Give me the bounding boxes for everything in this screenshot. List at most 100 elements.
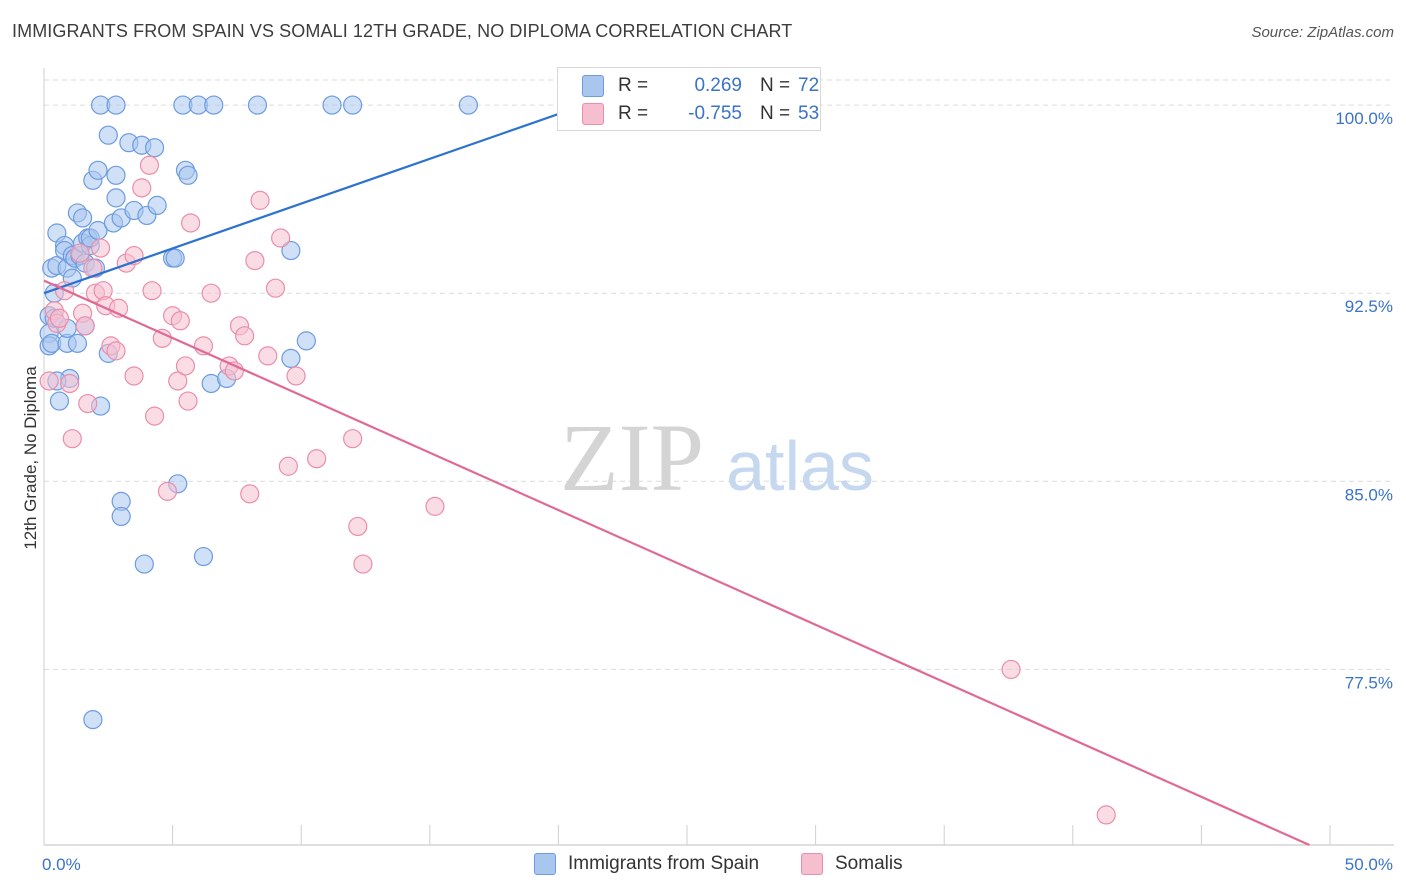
data-point-spain [67,333,88,353]
data-point-somali [70,243,90,263]
legend-n-value: 72 [798,75,820,96]
data-point-spain [193,546,214,567]
data-point-somali [307,449,327,469]
data-point-somali [245,250,265,271]
data-point-somali [157,481,178,501]
trend-lines [43,104,1310,847]
legend-n-label: N = [760,75,791,96]
data-point-spain [147,195,167,216]
watermark-atlas: atlas [726,427,874,505]
legend-row-spain: R = 0.269 N = 72 [558,72,819,100]
legend-label-somali: Somalis [835,853,903,874]
legend-r-value: 0.269 [694,75,742,96]
data-point-somali [144,406,165,426]
data-point-somali [178,391,198,411]
data-point-spain [72,208,93,228]
data-point-spain [322,95,342,115]
data-point-spain [106,188,126,208]
x-tick-label: 50.0% [1345,855,1393,874]
x-tick-label: 0.0% [42,855,81,874]
y-tick-label: 100.0% [1335,109,1393,128]
data-point-spain [204,95,224,115]
data-point-spain [106,165,126,185]
legend-swatch-somali [801,853,823,875]
data-point-spain [111,506,131,527]
legend-item-somali[interactable]: Somalis [801,853,903,875]
data-point-somali [168,371,188,391]
watermark-zip: ZIP [560,404,704,511]
data-point-spain [98,125,118,145]
data-point-somali [170,311,190,331]
trend-line-spain [43,104,585,295]
data-point-somali [348,516,368,537]
data-point-somali [142,281,162,301]
data-point-spain [178,165,198,185]
correlation-legend: R = 0.269 N = 72 R = -0.755 N = 53 [557,67,821,131]
data-point-somali [90,238,111,258]
axes [43,68,1394,846]
data-point-spain [144,138,165,158]
data-point-somali [60,373,80,394]
legend-item-spain[interactable]: Immigrants from Spain [534,853,759,875]
y-tick-label: 92.5% [1345,297,1393,316]
series-somali-points [39,155,1116,825]
data-point-spain [88,160,108,180]
data-point-somali [240,484,260,504]
data-point-somali [49,308,70,328]
legend-r-label: R = [618,75,649,96]
tick-labels: 77.5% 85.0% 92.5% 100.0% 0.0% 50.0% [42,109,1393,874]
data-point-somali [78,393,98,414]
data-point-spain [281,348,301,369]
data-point-spain [247,95,268,115]
data-point-spain [458,95,478,115]
legend-row-somali: R = -0.755 N = 53 [558,100,819,128]
trend-line-somali [43,279,1310,847]
legend-swatch-spain [582,75,604,97]
data-point-somali [343,429,363,449]
data-point-somali [1001,659,1021,680]
legend-n-label: N = [760,103,791,124]
data-point-somali [286,366,306,386]
data-point-somali [75,316,95,336]
data-point-somali [152,328,172,348]
series-legend: Immigrants from Spain Somalis [0,851,1406,879]
data-point-spain [83,709,103,730]
legend-n-value: 53 [798,103,820,124]
data-point-somali [39,371,59,391]
data-point-somali [250,190,270,210]
legend-label-spain: Immigrants from Spain [568,853,760,874]
data-point-spain [296,331,316,351]
data-point-somali [425,496,445,516]
data-point-spain [281,240,301,261]
data-point-somali [258,346,278,366]
legend-r-value: -0.755 [688,103,742,124]
data-point-spain [134,554,154,574]
data-point-somali [271,228,291,248]
data-point-somali [139,155,160,175]
data-point-somali [132,178,152,198]
y-tick-label: 85.0% [1345,485,1393,504]
chart-title: IMMIGRANTS FROM SPAIN VS SOMALI 12TH GRA… [12,21,793,41]
data-point-somali [265,278,286,298]
data-point-somali [353,554,373,574]
data-point-spain [165,248,185,268]
data-point-somali [62,429,82,449]
data-point-spain [106,95,126,115]
data-point-somali [235,326,255,346]
data-point-somali [106,341,126,361]
data-point-somali [1096,805,1116,825]
data-point-somali [181,213,201,233]
data-point-somali [124,366,144,386]
data-point-somali [175,356,196,376]
series-spain-points [39,95,594,730]
legend-swatch-somali [582,103,604,125]
data-point-spain [49,391,70,411]
legend-r-label: R = [618,103,649,124]
y-tick-label: 77.5% [1345,673,1393,692]
data-point-somali [201,283,221,303]
source-credit: Source: ZipAtlas.com [1251,24,1394,41]
data-point-somali [278,456,298,476]
legend-swatch-spain [534,853,556,875]
data-point-spain [343,95,363,115]
